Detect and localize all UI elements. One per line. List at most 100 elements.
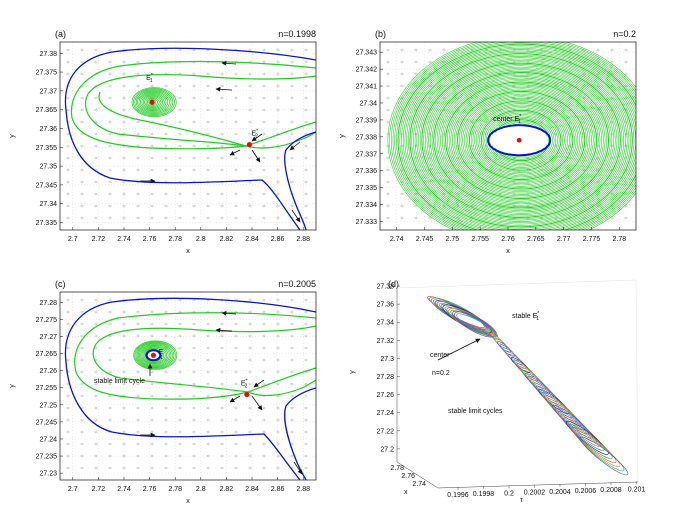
tick-label-z: 0.1996 [447, 492, 469, 499]
panel-a-arrow-5 [229, 149, 241, 156]
tick-label-y: 27.245 [36, 419, 58, 426]
panel-a-arrow-4 [251, 133, 263, 142]
tick-label-y: 27.275 [36, 317, 58, 324]
panel-c-arrow-8 [293, 461, 303, 475]
panel-d-label: (d) [388, 279, 399, 289]
limit-cycle [557, 411, 597, 443]
panel-d-axes [396, 279, 639, 489]
spiral-ring [131, 87, 177, 118]
tick-label-x: 2.76 [401, 473, 415, 480]
tick-label-y: 27.26 [376, 392, 394, 399]
orbit-ring [445, 81, 598, 199]
tick-label-y: 27.26 [39, 368, 57, 375]
panel-a-green-manifold-right [245, 121, 316, 147]
orbit-ring [440, 77, 603, 203]
orbit-ring [409, 53, 633, 228]
panel-a-blue-orbit-top [64, 47, 316, 230]
panel-d-tau-label: τ [520, 497, 523, 504]
tick-label-x: 2.88 [296, 486, 310, 493]
orbit-ring [402, 47, 636, 230]
spiral-ring [133, 340, 178, 370]
orbit-ring [438, 76, 604, 205]
panel-a-ticks: 2.7 2.72 2.74 2.76 2.78 2.8 2.82 2.84 2.86 2.88 27… [36, 51, 311, 243]
panel-d-back-edge-right [635, 279, 639, 483]
panel-d-center-label: center [430, 352, 450, 359]
orbit-ring [419, 61, 623, 220]
orbit-ring [411, 54, 631, 226]
orbit-ring [486, 114, 557, 167]
orbit-ring [447, 83, 596, 198]
panel-d-param-label: n=0.2 [432, 370, 450, 377]
tick-label-x: 2.745 [416, 236, 434, 243]
tick-label-y: 27.339 [356, 117, 378, 124]
orbit-ring [474, 104, 569, 176]
tick-label-y: 27.28 [39, 300, 57, 307]
tick-label-z: 0.1998 [473, 491, 495, 498]
tick-label-y: 27.375 [36, 70, 58, 77]
tick-label-y: 27.37 [39, 88, 57, 95]
spiral-ring [136, 343, 173, 368]
panel-a-param-label: n=0.1998 [278, 29, 316, 39]
limit-cycle [494, 338, 507, 349]
panel-a-arrow-8 [291, 209, 301, 223]
tick-label-y: 27.342 [356, 67, 378, 74]
tick-label-x: 2.76 [143, 236, 157, 243]
orbit-ring [453, 88, 589, 193]
tick-label-y: 27.22 [376, 428, 394, 435]
orbit-ring [479, 108, 563, 172]
panel-a-arrow-2 [215, 86, 233, 92]
tick-label-x: 2.765 [527, 236, 545, 243]
panel-a-ylabel: y [9, 134, 16, 138]
tick-label-y: 27.32 [376, 338, 394, 345]
panel-d-tau-axis [437, 481, 639, 489]
tick-label-x: 2.78 [390, 465, 404, 472]
tick-label-x: 2.76 [501, 236, 515, 243]
panel-a-xlabel: x [186, 248, 190, 255]
tick-label-y: 27.23 [39, 471, 57, 478]
limit-cycle [568, 424, 613, 459]
limit-cycle [488, 331, 500, 341]
orbit-ring [465, 97, 577, 183]
tick-label-z: 0.2 [504, 490, 514, 497]
spiral-ring [134, 89, 174, 116]
panel-c-e2-label: E* 2 [241, 379, 248, 390]
orbit-ring [452, 87, 591, 194]
tick-label-x: 2.76 [143, 486, 157, 493]
panel-c-label: (c) [55, 279, 66, 289]
tick-label-y: 27.28 [376, 374, 394, 381]
panel-a-e2-label: E* 2 [251, 129, 258, 140]
tick-label-x: 2.74 [390, 236, 404, 243]
limit-cycle [508, 353, 527, 369]
orbit-ring [484, 112, 558, 168]
tick-label-x: 2.8 [196, 236, 206, 243]
spiral-ring [141, 346, 168, 365]
tick-label-z: 0.2004 [549, 489, 571, 496]
limit-cycle [510, 357, 531, 374]
panel-c-green-manifold-right2 [247, 379, 316, 397]
panel-c-param-label: n=0.2005 [278, 279, 316, 289]
limit-cycle [579, 436, 629, 476]
orbit-ring [450, 85, 592, 195]
panel-c-arrow-1 [221, 310, 237, 316]
orbit-ring [392, 42, 636, 230]
tick-label-y: 27.335 [36, 220, 58, 227]
panel-c-equilibrium-e1 [150, 352, 157, 358]
spiral-ring [145, 97, 160, 108]
tick-label-y: 27.338 [356, 134, 378, 141]
orbit-ring [413, 56, 630, 225]
panel-c-ylabel: y [9, 384, 16, 388]
tick-label-x: 2.86 [271, 486, 285, 493]
limit-cycle [524, 373, 550, 394]
orbit-ring [421, 62, 621, 218]
orbit-ring [480, 109, 562, 171]
tick-label-y: 27.38 [376, 284, 394, 291]
panel-a-green-manifold-left [98, 91, 247, 147]
orbit-ring [428, 68, 614, 213]
limit-cycle [505, 350, 523, 365]
tick-label-z: 0.2008 [600, 487, 622, 494]
orbit-ring [436, 74, 606, 206]
panel-b-center-label: center E* 1 [493, 114, 521, 125]
tick-label-x: 2.86 [271, 236, 285, 243]
panel-a-blue-orbit-right [284, 131, 316, 230]
